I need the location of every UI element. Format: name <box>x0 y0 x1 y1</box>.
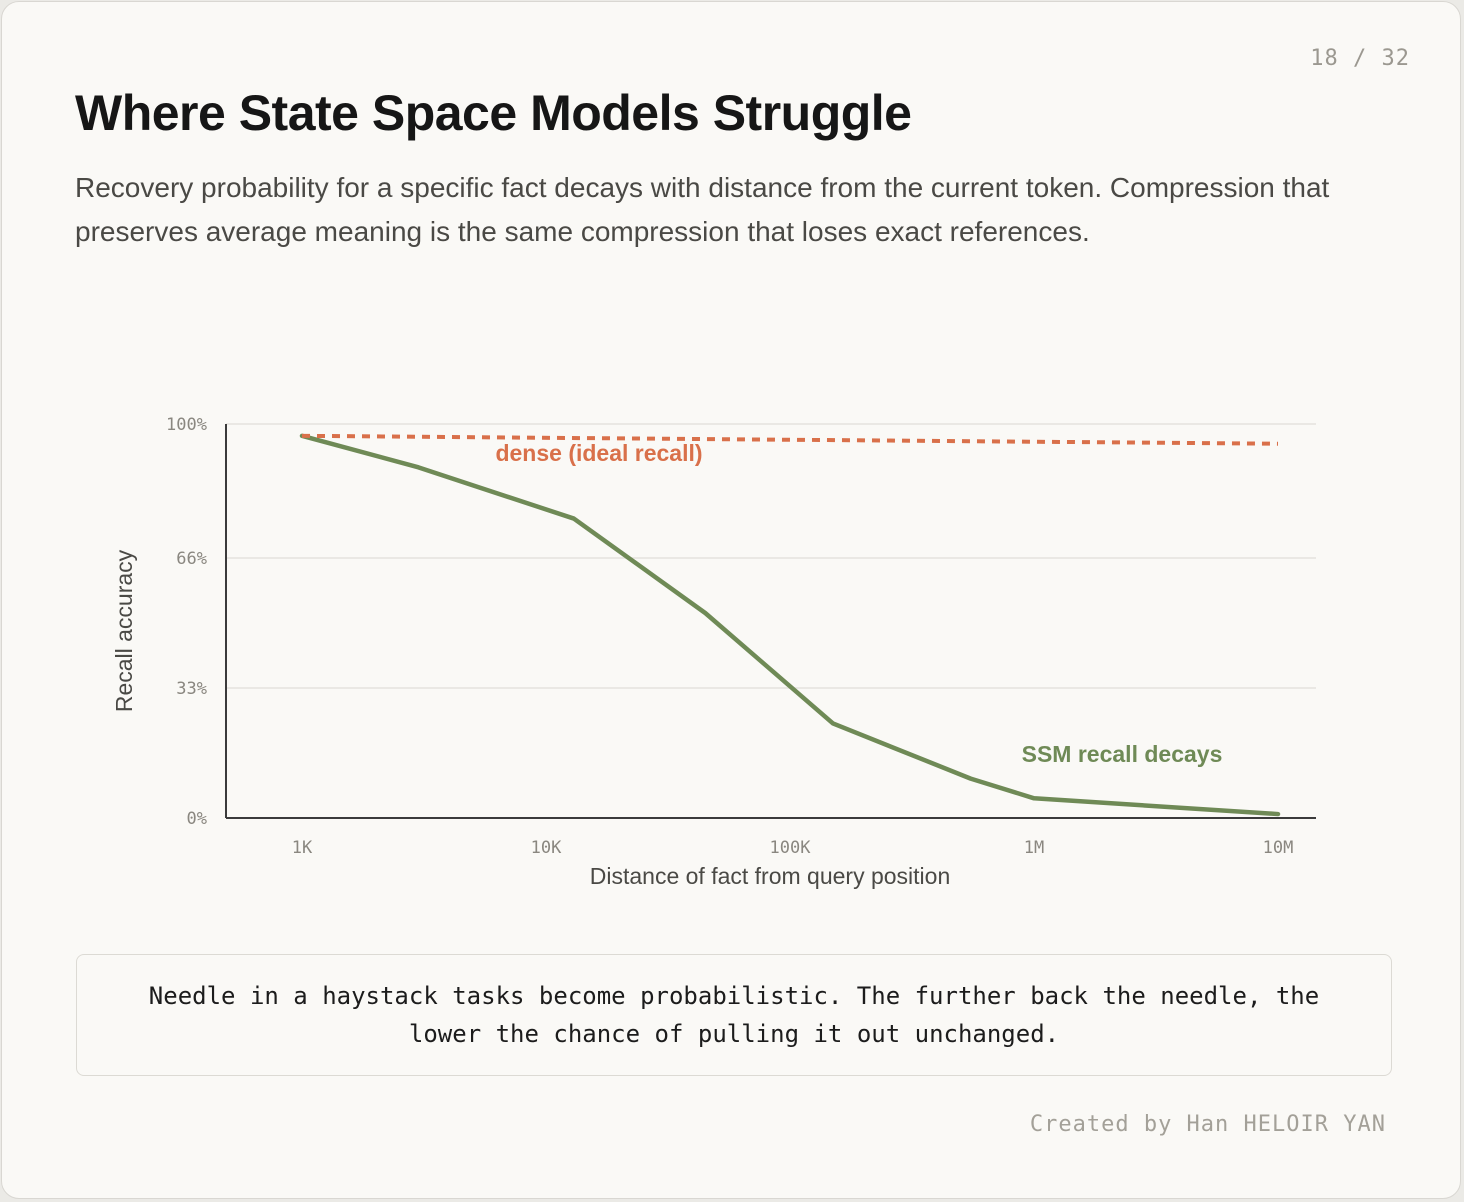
grid-layer <box>226 423 1316 689</box>
y-axis-title: Recall accuracy <box>111 549 137 712</box>
y-tick-label: 0% <box>187 809 207 829</box>
callout-box: Needle in a haystack tasks become probab… <box>76 954 1392 1076</box>
page-number: 18 / 32 <box>1310 46 1410 71</box>
series-layer <box>299 433 1281 817</box>
y-tick-label: 66% <box>176 549 207 569</box>
x-tick-label: 1M <box>1024 838 1044 858</box>
x-axis-title: Distance of fact from query position <box>590 863 951 889</box>
dense-series-label: dense (ideal recall) <box>495 440 702 466</box>
x-tick-label: 100K <box>770 838 812 858</box>
ssm-series-label: SSM recall decays <box>1022 741 1223 767</box>
page-subtitle: Recovery probability for a specific fact… <box>75 172 1330 247</box>
x-tick-label: 10K <box>531 838 562 858</box>
page-title: Where State Space Models Struggle <box>75 85 912 141</box>
y-tick-label: 100% <box>166 415 207 435</box>
y-tick-label: 33% <box>176 679 207 699</box>
callout-text: Needle in a haystack tasks become probab… <box>148 982 1320 1048</box>
ssm-series-line <box>299 433 1281 817</box>
recall-chart: 0% 33% 66% 100% 1K 10K 100K 1M 10M Distance of f… <box>111 415 1316 889</box>
credit: Created by Han HELOIR YAN <box>1029 1112 1386 1137</box>
label-layer: Distance of fact from query position Reca… <box>111 440 1222 889</box>
axis-layer: 0% 33% 66% 100% 1K 10K 100K 1M 10M <box>166 415 1316 858</box>
x-tick-label: 10M <box>1263 838 1294 858</box>
x-tick-label: 1K <box>292 838 313 858</box>
dense-series-line <box>301 433 1279 446</box>
